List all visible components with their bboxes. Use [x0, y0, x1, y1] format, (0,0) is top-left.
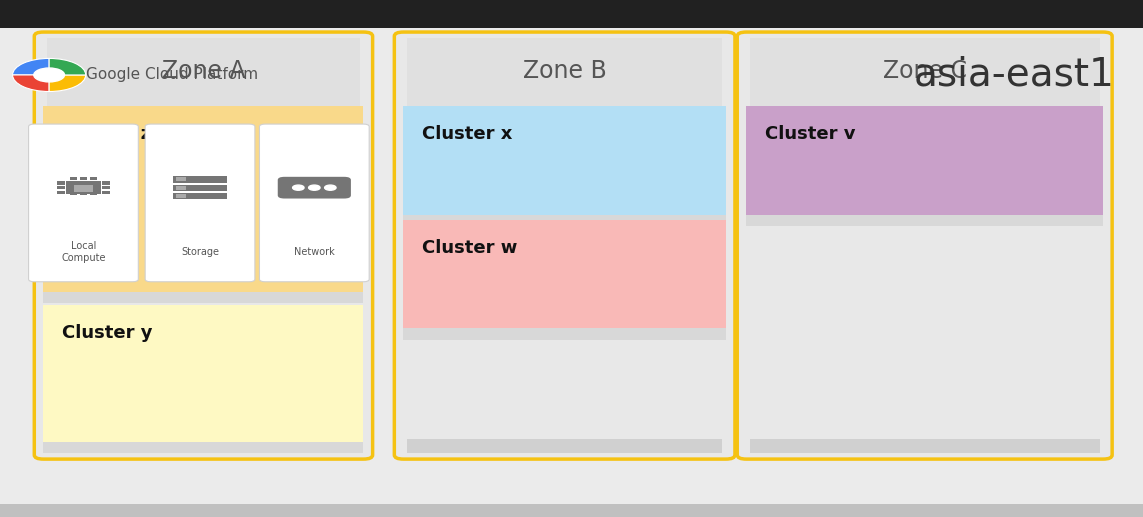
Bar	[43, 305, 363, 442]
Bar	[746, 106, 1103, 215]
Bar	[176, 186, 186, 190]
Bar	[102, 191, 110, 194]
Bar	[403, 106, 726, 215]
Bar	[80, 191, 87, 195]
Text: Cluster w: Cluster w	[422, 239, 517, 257]
Bar	[43, 106, 363, 292]
Bar	[407, 38, 722, 106]
Bar	[47, 439, 360, 453]
Text: Zone C: Zone C	[882, 59, 967, 83]
Bar	[57, 181, 65, 185]
Text: Google Cloud Platform: Google Cloud Platform	[86, 67, 258, 83]
Bar	[70, 191, 77, 195]
Bar	[43, 292, 363, 303]
Text: Cluster z: Cluster z	[62, 126, 151, 143]
Bar	[102, 181, 110, 185]
Bar	[403, 328, 726, 340]
FancyBboxPatch shape	[29, 124, 138, 282]
Bar	[90, 177, 97, 180]
Bar	[403, 215, 726, 226]
Bar	[80, 177, 87, 180]
Bar	[746, 215, 1103, 226]
Bar	[176, 194, 186, 198]
Text: Local
Compute: Local Compute	[62, 241, 105, 263]
Text: Cluster y: Cluster y	[62, 325, 152, 342]
Circle shape	[325, 185, 336, 190]
Text: Storage: Storage	[181, 247, 219, 257]
Bar	[173, 193, 227, 199]
Text: asia-east1: asia-east1	[913, 56, 1114, 94]
Bar	[0, 504, 1143, 517]
Wedge shape	[13, 58, 49, 75]
Wedge shape	[49, 58, 86, 75]
Circle shape	[309, 185, 320, 190]
Bar	[57, 191, 65, 194]
Bar	[73, 185, 93, 191]
Text: Zone B: Zone B	[522, 59, 607, 83]
FancyBboxPatch shape	[394, 32, 735, 459]
FancyBboxPatch shape	[34, 32, 373, 459]
FancyBboxPatch shape	[145, 124, 255, 282]
Bar	[57, 186, 65, 189]
Wedge shape	[49, 75, 86, 92]
Bar	[176, 177, 186, 181]
Circle shape	[34, 68, 64, 82]
Bar	[70, 177, 77, 180]
Bar	[47, 38, 360, 106]
Wedge shape	[13, 75, 49, 92]
Bar	[407, 439, 722, 453]
Bar	[43, 442, 363, 453]
Text: Cluster v: Cluster v	[765, 126, 855, 143]
FancyBboxPatch shape	[259, 124, 369, 282]
Bar	[90, 191, 97, 195]
Bar	[173, 185, 227, 191]
FancyBboxPatch shape	[737, 32, 1112, 459]
Bar	[66, 181, 101, 194]
Text: Network: Network	[294, 247, 335, 257]
Bar	[750, 38, 1100, 106]
Bar	[750, 439, 1100, 453]
FancyBboxPatch shape	[278, 177, 351, 199]
Text: Zone A: Zone A	[161, 59, 246, 83]
Bar	[173, 176, 227, 183]
Text: Cluster x: Cluster x	[422, 126, 512, 143]
Bar	[403, 220, 726, 328]
Bar	[0, 0, 1143, 28]
Bar	[102, 186, 110, 189]
Circle shape	[293, 185, 304, 190]
